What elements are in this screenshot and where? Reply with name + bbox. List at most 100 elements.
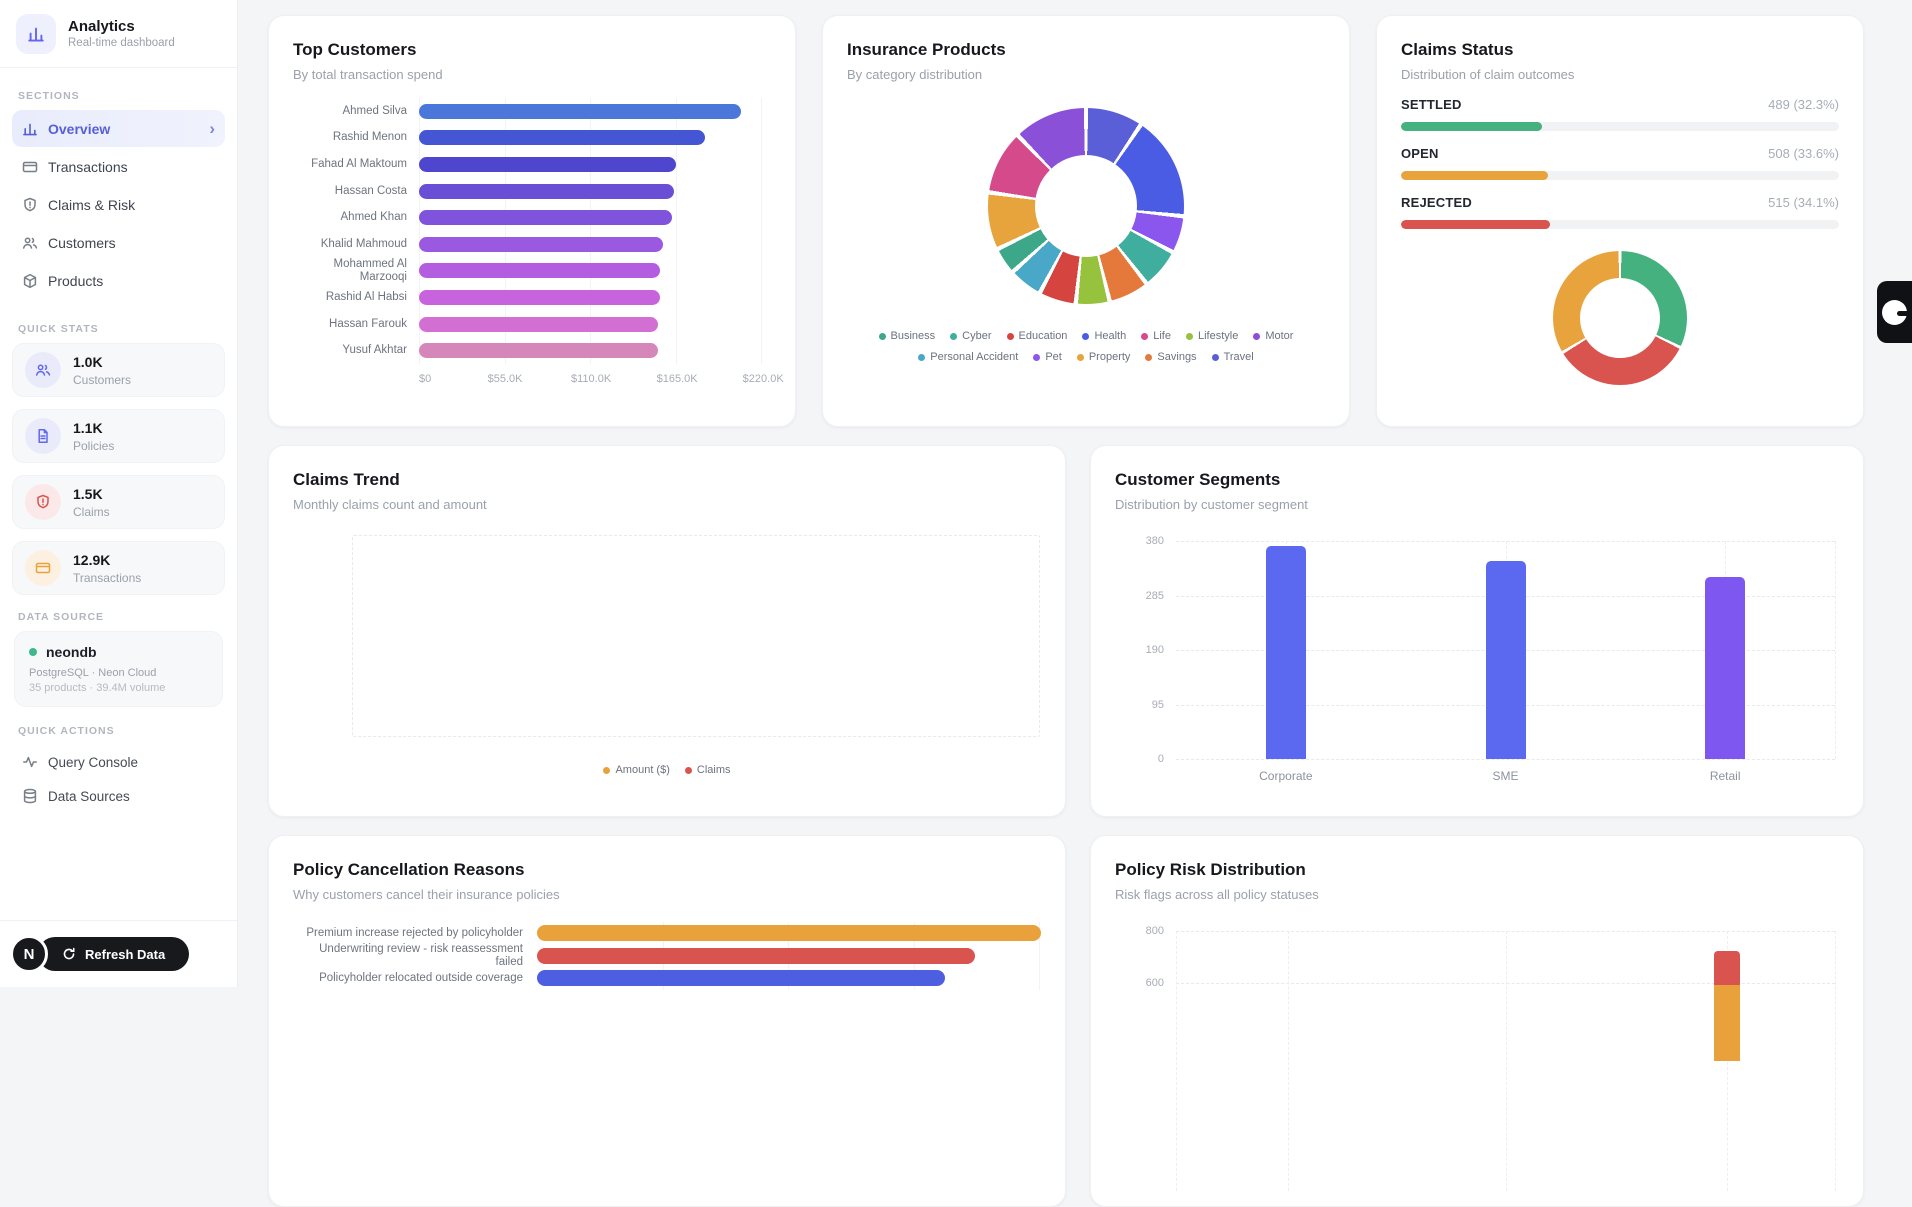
- customer-segments-chart: 0 95 190 285 380 Corporate SME Retail: [1146, 535, 1836, 783]
- progress-track: [1401, 220, 1839, 229]
- bar-row: Premium increase rejected by policyholde…: [293, 922, 1041, 945]
- quick-stats-list: 1.0K Customers 1.1K Policies 1.5K Claims 12.9K…: [12, 343, 225, 595]
- bar-category-label: Hassan Costa: [334, 184, 407, 197]
- legend-label: Property: [1088, 351, 1131, 363]
- claim-status-row-rejected: REJECTED 515 (34.1%): [1401, 195, 1839, 229]
- bar: [537, 925, 1041, 942]
- bar-row: Mohammed Al Marzooqi: [293, 258, 771, 285]
- bar-track: [419, 263, 771, 279]
- x-category-label: SME: [1492, 769, 1519, 783]
- card-subtitle: Risk flags across all policy statuses: [1115, 887, 1319, 902]
- bar-row: Rashid Menon: [293, 125, 771, 152]
- bar: [419, 103, 742, 119]
- bar-category-label: Mohammed Al Marzooqi: [333, 257, 407, 283]
- stat-card-customers: 1.0K Customers: [12, 343, 225, 397]
- stat-card-claims: 1.5K Claims: [12, 475, 225, 529]
- card-customer-segments: Customer Segments Distribution by custom…: [1090, 445, 1864, 817]
- legend-label: Motor: [1265, 330, 1294, 342]
- bar-corporate: [1265, 545, 1306, 759]
- x-tick-label: $220.0K: [742, 372, 784, 385]
- quick-stats-label: QUICK STATS: [18, 323, 99, 335]
- sidebar-item-products[interactable]: Products: [12, 263, 225, 299]
- claims-status-rows: SETTLED 489 (32.3%) OPEN 508 (33.6%) REJECTE…: [1401, 97, 1839, 229]
- x-tick-label: $55.0K: [487, 372, 523, 385]
- chart-gridlines: [419, 98, 769, 364]
- bar: [419, 183, 674, 199]
- sidebar-item-customers[interactable]: Customers: [12, 225, 225, 261]
- gridline: [1835, 541, 1836, 759]
- bar-chart-icon: [22, 121, 38, 137]
- stat-value: 1.5K: [73, 485, 103, 502]
- sidebar-item-overview[interactable]: Overview ›: [12, 110, 225, 147]
- card-insurance-products: Insurance Products By category distribut…: [822, 15, 1350, 427]
- card-title: Claims Trend: [293, 470, 400, 489]
- legend-item-business: Business: [878, 330, 935, 342]
- policy-risk-chart: 800 600: [1146, 925, 1836, 1191]
- action-item-query-console[interactable]: Query Console: [12, 745, 225, 779]
- bar-rows: Ahmed Silva Rashid Menon Fahad Al Maktoum H…: [293, 98, 771, 364]
- stat-label: Transactions: [73, 570, 142, 585]
- bar-track: [537, 970, 1041, 987]
- bar-row: Ahmed Silva: [293, 98, 771, 125]
- action-item-data-sources[interactable]: Data Sources: [12, 779, 225, 813]
- y-tick-label: 0: [1157, 753, 1164, 765]
- sidebar-nav: Overview › Transactions Claims & Risk Custom…: [12, 110, 225, 299]
- x-tick-label: $110.0K: [570, 372, 612, 385]
- y-tick-label: 380: [1145, 535, 1164, 547]
- legend-dot-icon: [1145, 353, 1153, 361]
- policy-cancellation-chart: Premium increase rejected by policyholde…: [293, 922, 1041, 990]
- legend-item-health: Health: [1082, 330, 1126, 342]
- sidebar-item-transactions[interactable]: Transactions: [12, 149, 225, 185]
- bar-row: Yusuf Akhtar: [293, 337, 771, 364]
- file-icon: [25, 418, 61, 454]
- main-content: Top Customers By total transaction spend…: [238, 0, 1912, 1207]
- bar: [419, 130, 706, 146]
- card-title: Customer Segments: [1115, 470, 1281, 489]
- legend-label: Cyber: [962, 330, 992, 342]
- legend-label: Travel: [1223, 351, 1254, 363]
- sidebar-item-label: Transactions: [48, 159, 128, 175]
- bar-row: Ahmed Khan: [293, 204, 771, 231]
- legend-label: Life: [1153, 330, 1171, 342]
- legend-dot-icon: [684, 766, 692, 774]
- legend-dot-icon: [1033, 353, 1041, 361]
- stat-label: Customers: [73, 372, 132, 387]
- stat-card-policies: 1.1K Policies: [12, 409, 225, 463]
- sidebar-item-label: Products: [48, 273, 104, 289]
- card-policy-cancellation: Policy Cancellation Reasons Why customer…: [268, 835, 1066, 1207]
- bar-category-label: Underwriting review - risk reassessment …: [319, 942, 523, 968]
- legend-dot-icon: [1253, 332, 1261, 340]
- card-title: Policy Risk Distribution: [1115, 860, 1306, 879]
- app-subtitle: Real-time dashboard: [68, 37, 175, 49]
- data-source-card[interactable]: neondb PostgreSQL · Neon Cloud 35 produc…: [14, 631, 223, 707]
- bar-category-label: Rashid Al Habsi: [325, 291, 407, 304]
- stat-label: Policies: [73, 438, 115, 453]
- progress-fill: [1401, 220, 1551, 229]
- legend-label: Claims: [696, 764, 731, 776]
- legend-item-property: Property: [1076, 351, 1131, 363]
- y-tick-label: 190: [1145, 644, 1164, 656]
- bar-sme: [1485, 561, 1526, 759]
- legend-dot-icon: [1006, 332, 1014, 340]
- legend-label: Savings: [1157, 351, 1197, 363]
- bar-track: [537, 925, 1041, 942]
- chart-legend: Business Cyber Education Health Life Lifestyl…: [847, 330, 1325, 342]
- chat-widget-tab[interactable]: [1877, 281, 1912, 343]
- legend-item-claims: Claims: [684, 764, 731, 776]
- legend-label: Pet: [1045, 351, 1062, 363]
- gridline: [1039, 922, 1040, 990]
- card-subtitle: Distribution of claim outcomes: [1401, 67, 1575, 82]
- bar-row: Fahad Al Maktoum: [293, 151, 771, 178]
- donut-hole: [1035, 155, 1137, 257]
- bar: [419, 156, 676, 172]
- legend-item-cyber: Cyber: [950, 330, 992, 342]
- x-axis: $0 $55.0K $110.0K $165.0K $220.0K: [419, 372, 784, 391]
- refresh-data-button[interactable]: Refresh Data: [38, 937, 190, 971]
- sidebar: Analytics Real-time dashboard SECTIONS O…: [0, 0, 238, 987]
- sidebar-footer: N Refresh Data: [0, 920, 237, 987]
- legend-dot-icon: [1211, 353, 1219, 361]
- bar-track: [419, 236, 771, 252]
- legend-dot-icon: [878, 332, 886, 340]
- sidebar-item-claims-risk[interactable]: Claims & Risk: [12, 187, 225, 223]
- claim-status-row-open: OPEN 508 (33.6%): [1401, 146, 1839, 180]
